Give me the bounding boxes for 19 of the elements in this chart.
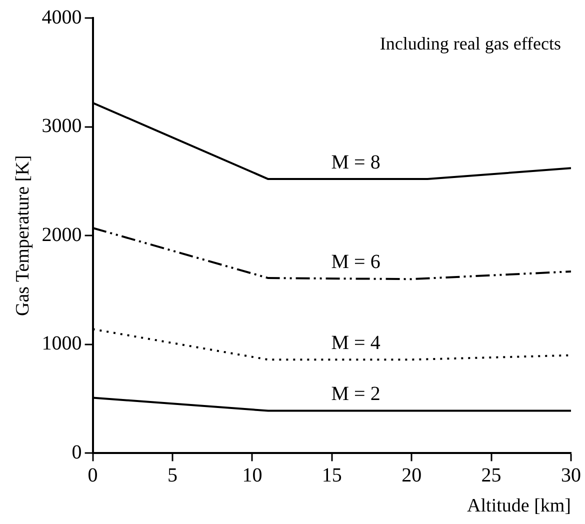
y-tick-label: 1000 [42,332,82,355]
x-axis-title: Altitude [km] [467,496,571,517]
annotation: Including real gas effects [380,34,561,54]
x-tick-label: 5 [168,464,178,486]
series-label: M = 2 [331,383,380,406]
series-label: M = 4 [331,332,380,354]
y-tick-label: 4000 [42,6,82,28]
y-tick-label: 2000 [42,224,82,246]
y-axis-title: Gas Temperature [K] [12,155,34,316]
x-tick-label: 10 [242,464,262,486]
y-tick-label: 0 [72,441,82,464]
x-tick-label: 30 [561,464,581,486]
x-tick-label: 0 [88,464,98,486]
series-label: M = 6 [331,250,380,273]
y-tick-label: 3000 [42,115,82,138]
series-label: M = 8 [331,151,380,174]
x-tick-label: 15 [322,464,342,486]
x-tick-label: 25 [481,464,502,486]
x-tick-label: 20 [402,464,422,486]
